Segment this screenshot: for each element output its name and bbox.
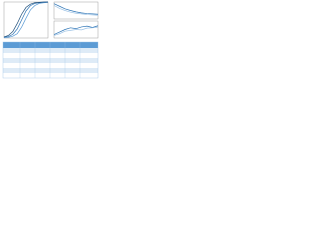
figure (0, 0, 100, 82)
table (2, 41, 99, 79)
line (3, 1, 49, 38)
plot-frame (3, 1, 49, 39)
line (53, 3, 99, 15)
page: {"chart_data": [ {"type": "line", "x": [… (0, 0, 320, 82)
table-row (3, 58, 98, 63)
line (53, 25, 99, 35)
table-row (3, 48, 98, 53)
line (53, 5, 99, 16)
table-header (3, 42, 98, 48)
line (53, 26, 99, 36)
table-row (3, 68, 98, 73)
plot-frame (53, 20, 99, 39)
table-row (3, 73, 98, 78)
line (3, 2, 49, 38)
table-border (2, 41, 99, 79)
table-row (3, 63, 98, 68)
plot-frame (53, 1, 99, 20)
line (3, 1, 48, 38)
table-row (3, 53, 98, 58)
